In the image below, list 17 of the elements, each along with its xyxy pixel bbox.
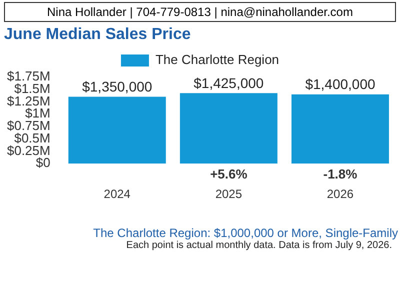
data-label: $1,400,000 — [305, 76, 376, 92]
y-tick-label: $1M — [25, 106, 50, 121]
x-tick-label: 2024 — [104, 187, 131, 202]
x-tick-label: 2025 — [215, 187, 242, 202]
data-label: $1,350,000 — [82, 78, 152, 95]
legend-label: The Charlotte Region — [155, 52, 280, 68]
y-tick-label: $0.25M — [6, 142, 50, 158]
text: The Charlotte Region: $1,000,000 or More, Single-Family — [92, 226, 398, 240]
text: +5.6% — [210, 166, 248, 182]
y-tick-label: $0 — [36, 155, 50, 170]
text: Nina Hollander | 704-779-0813 | nina@ninahollander.com — [4, 2, 396, 22]
text: Each point is actual monthly data. Data is from July 9, 2026. — [125, 240, 392, 251]
y-tick-label: $1.25M — [6, 93, 50, 108]
text: -1.8% — [323, 166, 358, 182]
chart-title: June Median Sales Price — [4, 26, 192, 44]
data-label: $1,425,000 — [194, 74, 264, 91]
x-tick-label: 2026 — [326, 187, 354, 202]
